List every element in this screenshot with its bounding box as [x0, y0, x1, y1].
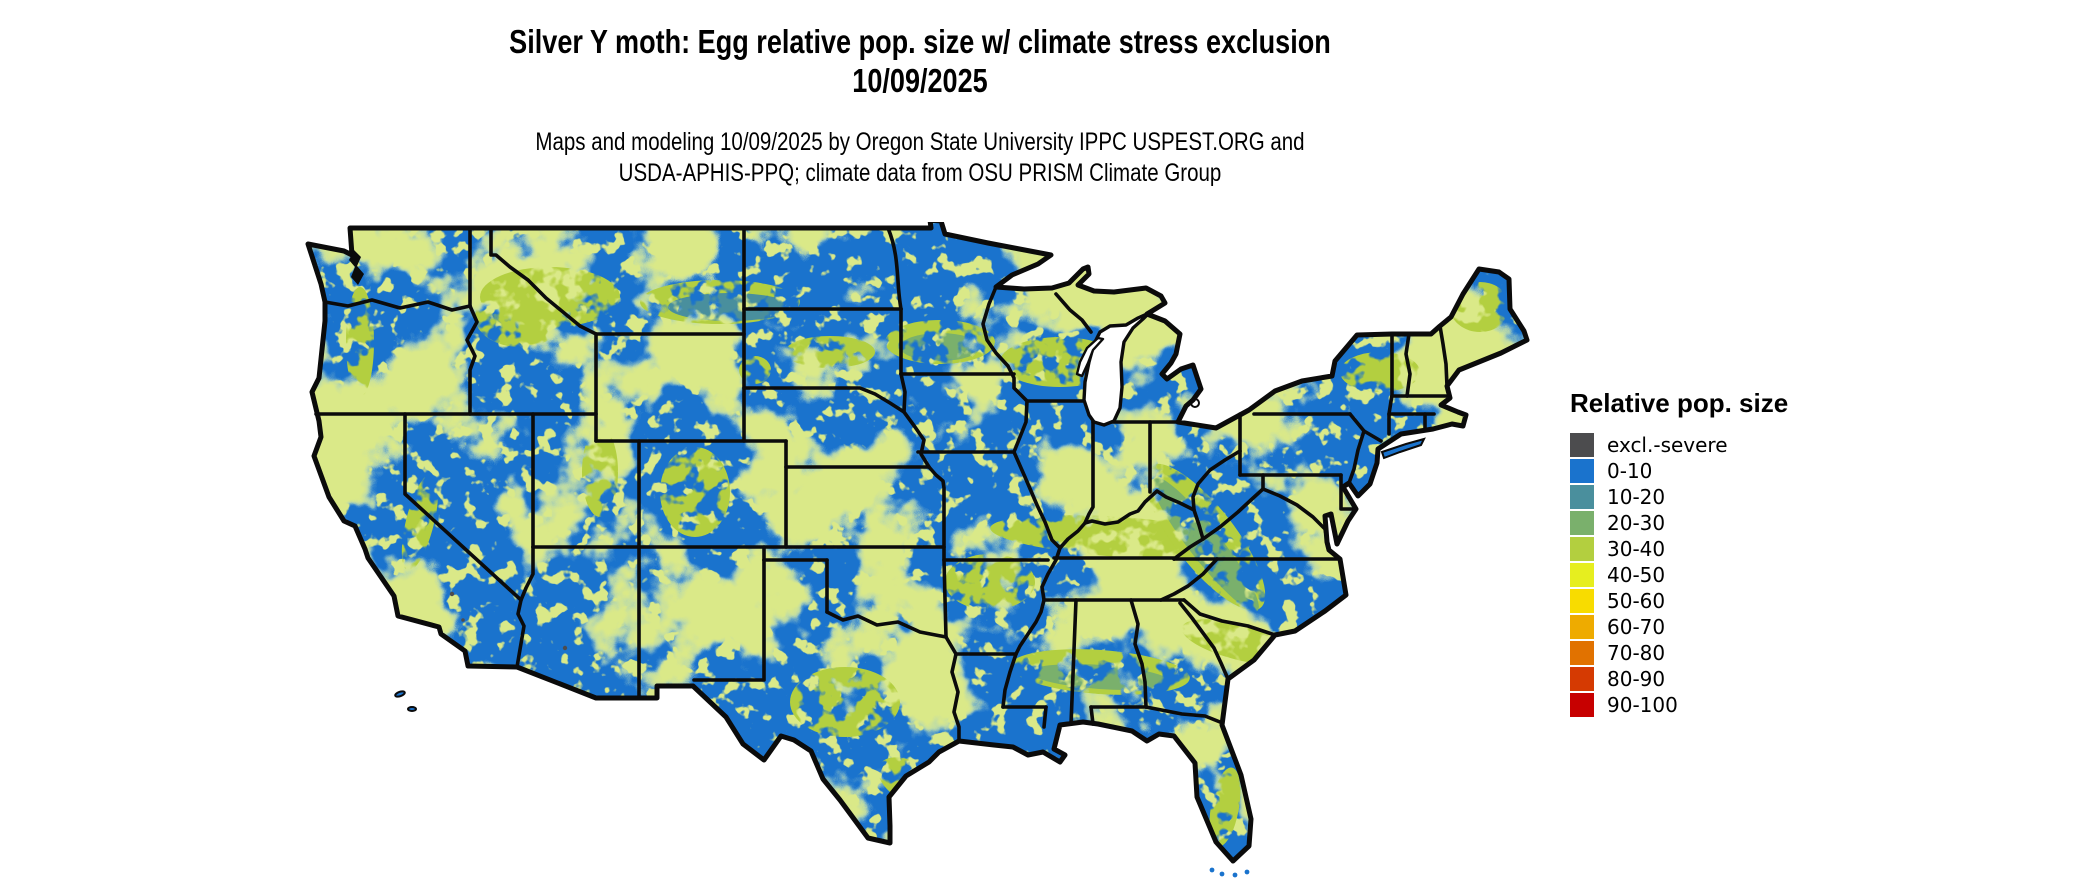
legend-label: 0-10	[1607, 459, 1653, 483]
legend-label: 60-70	[1607, 615, 1666, 639]
legend-swatch	[1570, 511, 1594, 535]
green-bay	[1075, 336, 1105, 378]
legend-row: 60-70	[1570, 615, 1788, 639]
state-borders	[314, 226, 1449, 743]
long-island	[1380, 437, 1426, 460]
map-subtitle-line1: Maps and modeling 10/09/2025 by Oregon S…	[535, 128, 1305, 156]
map-title-line1: Silver Y moth: Egg relative pop. size w/…	[509, 23, 1331, 60]
legend-swatch	[1570, 641, 1594, 665]
legend-row: 80-90	[1570, 667, 1788, 691]
legend-row: 30-40	[1570, 537, 1788, 561]
legend-label: 10-20	[1607, 485, 1666, 509]
legend-row: 50-60	[1570, 589, 1788, 613]
legend-label: 20-30	[1607, 511, 1666, 535]
map-subtitle-line2: USDA-APHIS-PPQ; climate data from OSU PR…	[618, 159, 1222, 187]
map-subtitle: Maps and modeling 10/09/2025 by Oregon S…	[0, 127, 1840, 189]
legend-label: 50-60	[1607, 589, 1666, 613]
legend-swatch	[1570, 667, 1594, 691]
legend-swatch	[1570, 563, 1594, 587]
chart-header: Silver Y moth: Egg relative pop. size w/…	[0, 0, 1840, 189]
us-map	[300, 222, 1532, 878]
legend-label: 70-80	[1607, 641, 1666, 665]
legend-row: 40-50	[1570, 563, 1788, 587]
legend-swatch	[1570, 485, 1594, 509]
map-raster	[308, 222, 1527, 861]
legend-swatch	[1570, 537, 1594, 561]
legend-label: 90-100	[1607, 693, 1678, 717]
legend-label: excl.-severe	[1607, 433, 1728, 457]
legend-swatch	[1570, 459, 1594, 483]
legend: Relative pop. size excl.-severe 0-10 10-20…	[1570, 388, 1788, 719]
legend-swatch	[1570, 589, 1594, 613]
legend-row: 90-100	[1570, 693, 1788, 717]
legend-row: excl.-severe	[1570, 433, 1788, 457]
legend-row: 0-10	[1570, 459, 1788, 483]
legend-rows: excl.-severe 0-10 10-20 20-30 30-40 40-50 50-6…	[1570, 433, 1788, 717]
legend-row: 10-20	[1570, 485, 1788, 509]
puget-sound	[349, 250, 364, 285]
legend-swatch	[1570, 615, 1594, 639]
us-map-container	[300, 222, 1532, 882]
florida-keys	[1209, 867, 1250, 878]
legend-row: 70-80	[1570, 641, 1788, 665]
legend-swatch	[1570, 693, 1594, 717]
legend-label: 30-40	[1607, 537, 1666, 561]
map-title-date: 10/09/2025	[852, 62, 988, 99]
channel-island	[394, 690, 406, 698]
legend-label: 40-50	[1607, 563, 1666, 587]
legend-title: Relative pop. size	[1570, 388, 1789, 418]
raster-excl-severe-specks	[449, 591, 568, 651]
legend-label: 80-90	[1607, 667, 1666, 691]
islands	[394, 437, 1426, 712]
map-title: Silver Y moth: Egg relative pop. size w/…	[0, 22, 1840, 100]
legend-swatch	[1570, 433, 1594, 457]
legend-row: 20-30	[1570, 511, 1788, 535]
channel-island	[407, 706, 417, 712]
